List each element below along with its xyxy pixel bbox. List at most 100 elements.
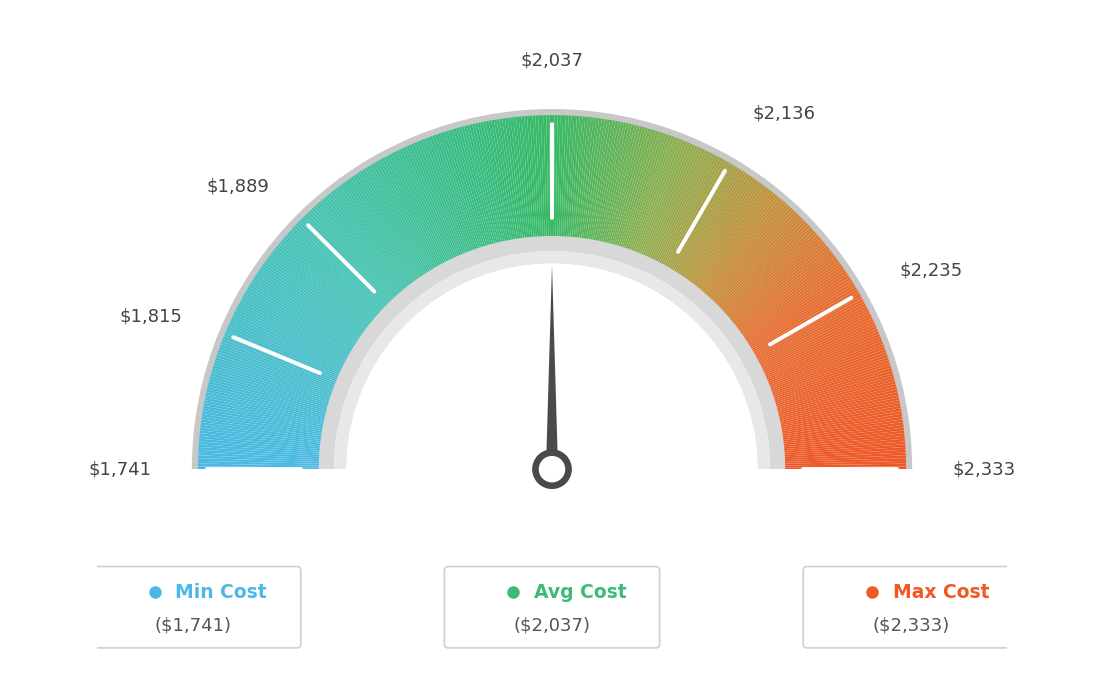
Wedge shape <box>277 236 375 320</box>
Wedge shape <box>764 324 881 377</box>
Wedge shape <box>298 213 390 305</box>
Wedge shape <box>243 284 353 351</box>
Wedge shape <box>227 314 343 371</box>
Wedge shape <box>773 358 894 400</box>
Wedge shape <box>195 427 321 444</box>
Wedge shape <box>776 377 900 411</box>
Wedge shape <box>692 184 772 286</box>
Wedge shape <box>699 191 781 290</box>
Wedge shape <box>198 413 323 435</box>
Wedge shape <box>784 458 911 464</box>
Wedge shape <box>215 342 336 389</box>
Wedge shape <box>668 159 734 270</box>
Wedge shape <box>198 411 323 433</box>
Wedge shape <box>552 110 555 237</box>
Wedge shape <box>420 135 468 254</box>
Wedge shape <box>726 232 822 317</box>
Wedge shape <box>210 358 331 400</box>
Wedge shape <box>449 125 487 247</box>
Wedge shape <box>274 241 373 323</box>
Wedge shape <box>238 291 351 356</box>
Wedge shape <box>270 245 371 326</box>
Wedge shape <box>763 322 880 375</box>
Wedge shape <box>588 115 611 241</box>
Wedge shape <box>490 115 514 241</box>
Wedge shape <box>783 435 910 449</box>
Wedge shape <box>392 147 450 262</box>
Wedge shape <box>396 144 454 260</box>
Wedge shape <box>505 113 523 239</box>
Wedge shape <box>784 455 911 462</box>
Wedge shape <box>216 339 336 387</box>
Wedge shape <box>781 405 905 429</box>
Wedge shape <box>585 114 605 240</box>
Wedge shape <box>767 335 885 384</box>
Wedge shape <box>501 114 521 239</box>
Wedge shape <box>463 121 496 245</box>
Wedge shape <box>296 215 389 306</box>
Wedge shape <box>624 128 666 249</box>
Wedge shape <box>339 179 416 283</box>
Wedge shape <box>219 335 337 384</box>
Wedge shape <box>612 122 647 246</box>
Wedge shape <box>752 286 862 353</box>
Wedge shape <box>574 112 588 239</box>
Wedge shape <box>779 400 904 426</box>
Wedge shape <box>305 208 393 302</box>
Text: $2,037: $2,037 <box>520 51 584 69</box>
Wedge shape <box>666 156 730 268</box>
Wedge shape <box>251 273 358 344</box>
Wedge shape <box>460 121 495 245</box>
Wedge shape <box>761 314 877 371</box>
Wedge shape <box>197 422 322 440</box>
Wedge shape <box>330 186 410 287</box>
Wedge shape <box>569 111 580 238</box>
Wedge shape <box>581 113 599 239</box>
Wedge shape <box>783 430 909 446</box>
Wedge shape <box>193 461 320 466</box>
Wedge shape <box>595 117 622 242</box>
Wedge shape <box>608 121 641 245</box>
Wedge shape <box>232 304 347 364</box>
Wedge shape <box>482 117 509 242</box>
Wedge shape <box>516 112 530 239</box>
Text: $2,136: $2,136 <box>753 105 816 123</box>
Wedge shape <box>753 289 863 355</box>
Wedge shape <box>784 466 911 469</box>
Wedge shape <box>768 339 888 387</box>
Wedge shape <box>364 162 433 272</box>
Wedge shape <box>687 177 763 282</box>
Wedge shape <box>740 258 843 335</box>
Text: ($1,741): ($1,741) <box>155 616 232 634</box>
Wedge shape <box>224 322 341 375</box>
Wedge shape <box>570 112 583 238</box>
Text: $1,889: $1,889 <box>206 177 269 195</box>
Wedge shape <box>209 361 331 401</box>
Wedge shape <box>778 394 903 422</box>
Wedge shape <box>245 282 354 350</box>
Wedge shape <box>348 172 422 279</box>
Wedge shape <box>466 120 498 244</box>
Wedge shape <box>268 247 370 327</box>
Wedge shape <box>554 110 558 237</box>
Wedge shape <box>710 206 797 300</box>
Wedge shape <box>197 419 322 438</box>
Wedge shape <box>386 150 447 264</box>
Wedge shape <box>723 228 819 315</box>
Wedge shape <box>198 408 323 431</box>
Wedge shape <box>194 433 321 447</box>
Wedge shape <box>577 112 594 239</box>
Wedge shape <box>561 110 569 237</box>
Text: Avg Cost: Avg Cost <box>534 582 627 602</box>
Wedge shape <box>753 291 866 356</box>
Wedge shape <box>784 461 911 466</box>
Wedge shape <box>560 110 566 237</box>
Wedge shape <box>783 438 910 451</box>
Wedge shape <box>679 169 752 277</box>
Wedge shape <box>319 195 403 293</box>
Wedge shape <box>719 219 811 309</box>
Wedge shape <box>782 416 907 437</box>
Wedge shape <box>231 306 346 366</box>
Wedge shape <box>782 422 907 440</box>
Wedge shape <box>197 416 322 437</box>
